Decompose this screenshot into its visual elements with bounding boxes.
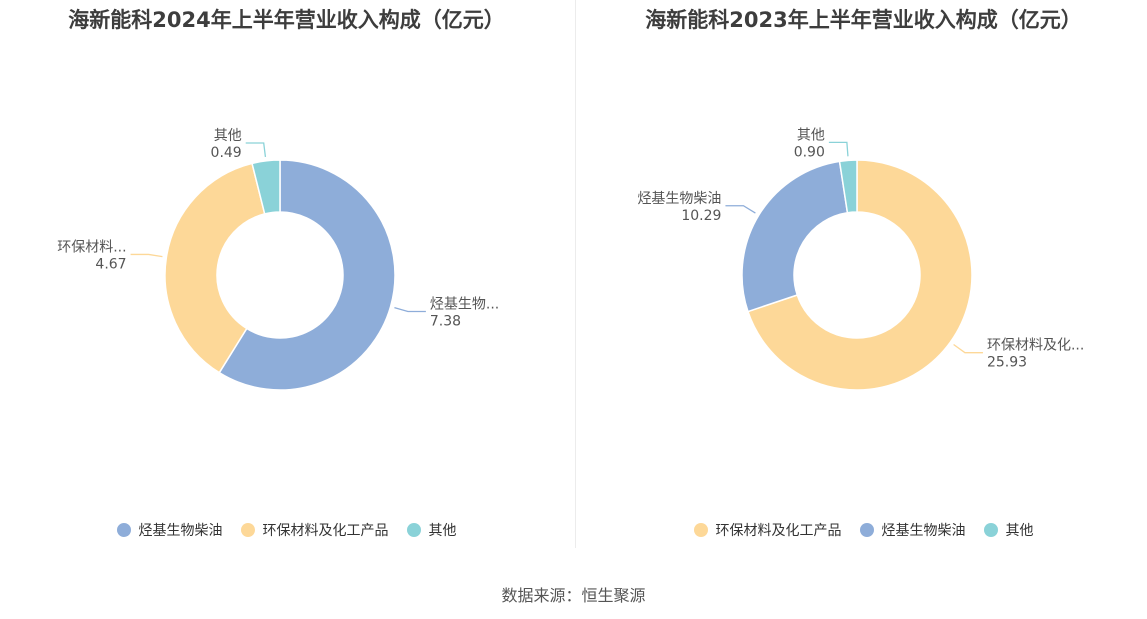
legend-dot-icon — [693, 523, 708, 537]
legend-item[interactable]: 环保材料及化工产品 — [693, 520, 842, 540]
chart-legend: 环保材料及化工产品 烃基生物柴油 其他 — [577, 520, 1147, 540]
donut-slice-2[interactable] — [838, 159, 858, 214]
legend-item[interactable]: 其他 — [406, 520, 457, 540]
donut-chart-2024: 烃基生物...7.38 环保材料...4.67 其他0.49 — [57, 128, 499, 391]
slice-name-label: 环保材料... — [57, 239, 126, 255]
legend-dot-icon — [240, 523, 255, 537]
slice-name-label: 烃基生物... — [430, 296, 499, 313]
leader-line — [725, 205, 756, 214]
legend-label: 环保材料及化工产品 — [262, 523, 389, 539]
legend-dot-icon — [859, 523, 874, 537]
slice-value-label: 0.90 — [794, 144, 825, 160]
leader-line — [245, 142, 267, 157]
panel-divider — [575, 0, 576, 548]
legend-label: 其他 — [1005, 523, 1034, 539]
legend-item[interactable]: 环保材料及化工产品 — [240, 520, 389, 540]
slice-value-label: 7.38 — [430, 314, 461, 330]
chart-title: 海新能科2023年上半年营业收入构成（亿元） — [645, 8, 1082, 32]
slice-value-label: 4.67 — [95, 256, 126, 272]
donut-slice-0[interactable] — [218, 159, 396, 391]
legend-item[interactable]: 烃基生物柴油 — [116, 520, 223, 540]
legend-label: 烃基生物柴油 — [138, 523, 223, 539]
donut-slice-2[interactable] — [251, 159, 281, 215]
legend-item[interactable]: 其他 — [983, 520, 1034, 540]
legend-dot-icon — [406, 523, 421, 537]
chart-title: 海新能科2024年上半年营业收入构成（亿元） — [68, 8, 505, 32]
chart-legend: 烃基生物柴油 环保材料及化工产品 其他 — [0, 520, 573, 540]
slice-name-label: 其他 — [797, 127, 825, 143]
legend-dot-icon — [983, 523, 998, 537]
legend-item[interactable]: 烃基生物柴油 — [859, 520, 966, 540]
legend-label: 烃基生物柴油 — [881, 523, 966, 539]
donut-slice-0[interactable] — [747, 159, 973, 391]
slice-value-label: 10.29 — [681, 208, 721, 224]
chart-2023-panel: 海新能科2023年上半年营业收入构成（亿元） 环保材料及化... 25.93 烃基生… — [577, 0, 1147, 560]
slice-name-label: 其他 — [214, 128, 242, 144]
leader-line — [394, 307, 426, 313]
leader-line — [953, 343, 983, 354]
legend-dot-icon — [116, 523, 131, 537]
leader-line — [130, 253, 163, 258]
slice-value-label: 0.49 — [211, 145, 242, 161]
leader-line — [828, 141, 849, 157]
slice-name-label: 烃基生物柴油 — [637, 190, 721, 207]
donut-slice-1[interactable] — [741, 160, 849, 313]
donut-slice-1[interactable] — [164, 162, 266, 374]
slice-name-label: 环保材料及化... — [987, 338, 1084, 354]
data-source-note: 数据来源：恒生聚源 — [501, 586, 646, 605]
legend-label: 环保材料及化工产品 — [715, 523, 842, 539]
legend-label: 其他 — [428, 523, 457, 539]
chart-2024-panel: 海新能科2024年上半年营业收入构成（亿元） 烃基生物... 7.38 环保材料..… — [0, 0, 573, 560]
slice-value-label: 25.93 — [987, 355, 1027, 371]
